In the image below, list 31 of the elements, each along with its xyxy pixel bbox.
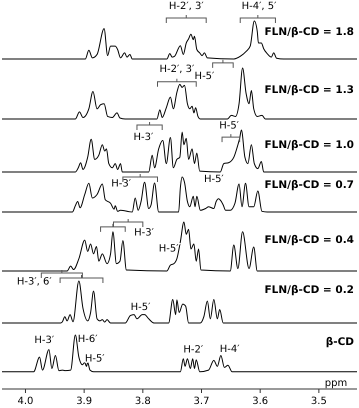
x-tick-label: 3.7 [194,396,210,407]
annotation: H-5′ [194,70,216,82]
text: H-2′, 3′ [168,0,204,12]
annotation: H-2′, 3′ [159,64,195,75]
annotation: H-5′ [158,244,180,255]
annotation: H-5′ [130,302,152,313]
text: FLN/β-CD = 0.2 [264,284,354,296]
annotation: H-5′ [84,353,106,364]
annotation: H-3′ [111,178,132,190]
x-axis-title: ppm [324,378,348,389]
series-label: FLN/β-CD = 0.7 [264,178,354,191]
annotation: H-3′, 6′ [16,276,52,288]
annotation: H-5′ [204,174,224,185]
annotation: H-2′ [183,344,204,356]
x-tick-label: 4.0 [18,396,34,407]
x-tick-label: 3.5 [310,396,327,407]
series-label: FLN/β-CD = 1.8 [264,26,354,38]
annotation: H-3′ [34,335,55,346]
annotation: H-3′ [134,132,154,143]
text: H-4′, 5′ [242,0,278,12]
annotation: H-5′ [219,120,240,132]
text: β-CD [326,336,354,348]
annotation: H-3′ [134,228,155,239]
series-label: FLN/β-CD = 0.4 [264,234,354,246]
x-tick-label: 3.6 [252,396,268,407]
x-tick-label: 3.9 [76,396,92,407]
series-label: FLN/β-CD = 1.0 [264,138,354,151]
annotation: H-4′ [220,344,240,355]
x-tick-label: 3.8 [134,396,151,407]
series-label: FLN/β-CD = 1.3 [264,84,354,96]
annotation: H-6′ [78,334,98,345]
